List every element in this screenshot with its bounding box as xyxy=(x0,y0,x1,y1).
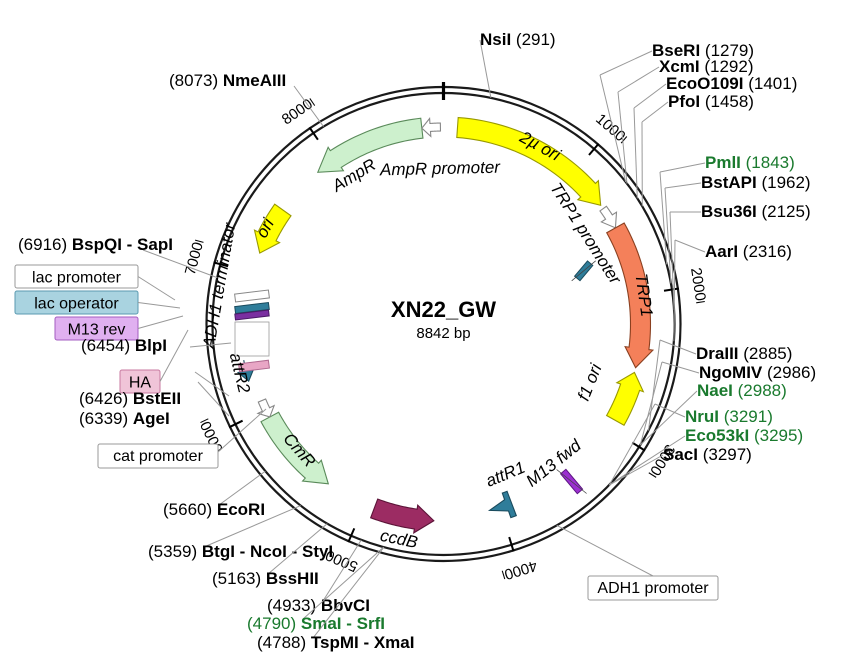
svg-text:(5660) EcoRI: (5660) EcoRI xyxy=(163,500,265,519)
svg-text:Bsu36I (2125): Bsu36I (2125) xyxy=(701,202,811,221)
svg-text:AmpR promoter: AmpR promoter xyxy=(379,158,502,180)
svg-text:(4790) SmaI - SrfI: (4790) SmaI - SrfI xyxy=(247,614,385,633)
svg-text:SacI (3297): SacI (3297) xyxy=(663,445,752,464)
svg-text:Eco53kI (3295): Eco53kI (3295) xyxy=(685,426,803,445)
svg-text:DraIII (2885): DraIII (2885) xyxy=(696,344,792,363)
svg-text:NgoMIV (2986): NgoMIV (2986) xyxy=(699,363,816,382)
svg-text:ADH1 promoter: ADH1 promoter xyxy=(597,580,709,597)
svg-text:(5359) BtgI - NcoI - StyI: (5359) BtgI - NcoI - StyI xyxy=(148,542,333,561)
svg-text:XN22_GW: XN22_GW xyxy=(391,297,496,322)
svg-text:(8073) NmeAIII: (8073) NmeAIII xyxy=(169,71,286,90)
svg-text:PmlI (1843): PmlI (1843) xyxy=(705,153,795,172)
svg-text:lac promoter: lac promoter xyxy=(32,270,122,287)
svg-text:EcoO109I (1401): EcoO109I (1401) xyxy=(666,74,797,93)
svg-text:8842 bp: 8842 bp xyxy=(416,325,470,342)
svg-text:BstAPI (1962): BstAPI (1962) xyxy=(701,173,811,192)
svg-text:(5163) BssHII: (5163) BssHII xyxy=(212,569,319,588)
svg-text:cat promoter: cat promoter xyxy=(113,448,203,465)
svg-text:lac operator: lac operator xyxy=(34,296,119,313)
svg-text:NaeI (2988): NaeI (2988) xyxy=(697,381,787,400)
svg-text:AarI (2316): AarI (2316) xyxy=(705,242,792,261)
svg-text:(6426) BstEII: (6426) BstEII xyxy=(79,389,181,408)
svg-text:(6339) AgeI: (6339) AgeI xyxy=(79,409,170,428)
svg-text:NruI (3291): NruI (3291) xyxy=(685,407,773,426)
svg-text:(4788) TspMI - XmaI: (4788) TspMI - XmaI xyxy=(257,633,414,652)
svg-text:(6454) BlpI: (6454) BlpI xyxy=(81,336,167,355)
svg-text:NsiI (291): NsiI (291) xyxy=(480,30,556,49)
svg-text:PfoI (1458): PfoI (1458) xyxy=(668,92,754,111)
svg-text:(6916) BspQI - SapI: (6916) BspQI - SapI xyxy=(18,235,173,254)
